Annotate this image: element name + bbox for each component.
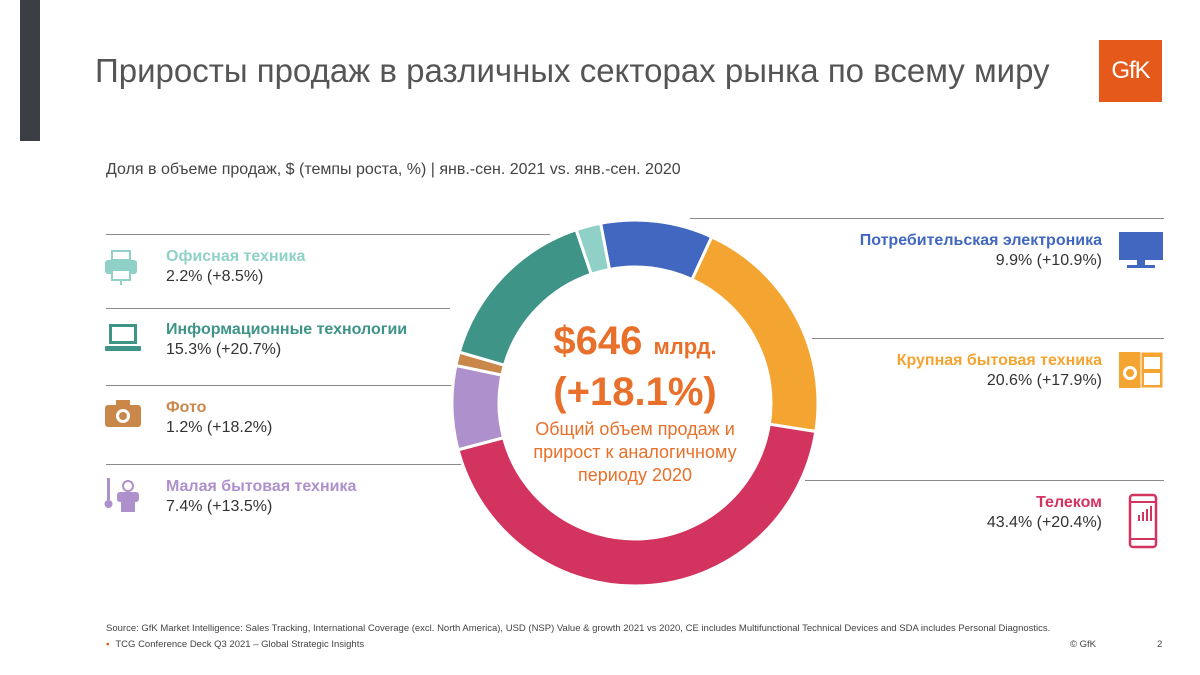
donut-center: $646 млрд. (+18.1%) Общий объем продаж и… <box>510 318 760 487</box>
rule-photo <box>106 385 452 386</box>
total-growth: (+18.1%) <box>553 370 717 414</box>
segment-name: Потребительская электроника <box>859 232 1102 249</box>
copyright: © GfK <box>1070 639 1097 650</box>
segment-name: Фото <box>166 399 207 416</box>
page-number: 2 <box>1157 639 1163 650</box>
center-description: Общий объем продаж и прирост к аналогичн… <box>510 418 760 487</box>
rule-mda <box>812 338 1164 339</box>
smartphone-icon <box>1128 493 1158 549</box>
kitchen-appliance-icon <box>104 478 139 512</box>
washing-machine-icon <box>1119 351 1164 389</box>
donut-slice-4 <box>450 363 506 452</box>
page-title: Приросты продаж в различных секторах рын… <box>95 52 1050 89</box>
rule-office <box>106 234 550 235</box>
label-sda: Малая бытовая техника 7.4% (+13.5%) <box>166 477 356 517</box>
rule-ce <box>690 218 1164 219</box>
gfk-logo: GfK <box>1099 40 1162 102</box>
rule-sda <box>106 464 462 465</box>
segment-name: Малая бытовая техника <box>166 478 357 495</box>
label-mda: Крупная бытовая техника 20.6% (+17.9%) <box>897 351 1102 391</box>
footer-note: ▪ TCG Conference Deck Q3 2021 – Global St… <box>106 639 364 650</box>
camera-icon <box>105 400 141 427</box>
bullet-icon: ▪ <box>106 639 110 650</box>
segment-name: Телеком <box>1036 494 1102 511</box>
segment-name: Информационные технологии <box>166 321 408 338</box>
label-office: Офисная техника 2.2% (+8.5%) <box>166 247 305 287</box>
segment-value: 1.2% (+18.2%) <box>166 419 273 436</box>
donut-slice-3 <box>456 422 818 588</box>
rule-telecom <box>805 480 1164 481</box>
segment-name: Крупная бытовая техника <box>896 352 1102 369</box>
total-value: $646 <box>553 319 643 363</box>
segment-value: 43.4% (+20.4%) <box>986 514 1102 531</box>
segment-name: Офисная техника <box>166 248 306 265</box>
label-photo: Фото 1.2% (+18.2%) <box>166 398 272 438</box>
segment-value: 2.2% (+8.5%) <box>166 268 264 285</box>
total-unit: млрд. <box>653 334 717 359</box>
rule-it <box>106 308 450 309</box>
total-sales: $646 млрд. <box>510 318 760 370</box>
center-description-line: прирост к аналогичному <box>533 442 737 462</box>
tv-icon <box>1119 232 1163 268</box>
donut-slice-7 <box>574 221 612 277</box>
segment-value: 7.4% (+13.5%) <box>166 498 273 515</box>
laptop-icon <box>105 324 141 351</box>
chart-subtitle: Доля в объеме продаж, $ (темпы роста, %)… <box>106 161 681 178</box>
logo-text: GfK <box>1111 57 1150 84</box>
segment-value: 15.3% (+20.7%) <box>166 341 282 358</box>
center-description-line: периоду 2020 <box>578 465 692 485</box>
source-note: Source: GfK Market Intelligence: Sales T… <box>106 623 1051 634</box>
label-ce: Потребительская электроника 9.9% (+10.9%… <box>860 231 1102 271</box>
label-telecom: Телеком 43.4% (+20.4%) <box>987 493 1102 533</box>
segment-value: 9.9% (+10.9%) <box>995 252 1102 269</box>
footer-text: TCG Conference Deck Q3 2021 – Global Str… <box>115 639 365 650</box>
center-description-line: Общий объем продаж и <box>535 419 735 439</box>
printer-icon <box>105 250 137 285</box>
side-accent-bar <box>20 0 40 141</box>
segment-value: 20.6% (+17.9%) <box>986 372 1102 389</box>
label-it: Информационные технологии 15.3% (+20.7%) <box>166 320 407 360</box>
